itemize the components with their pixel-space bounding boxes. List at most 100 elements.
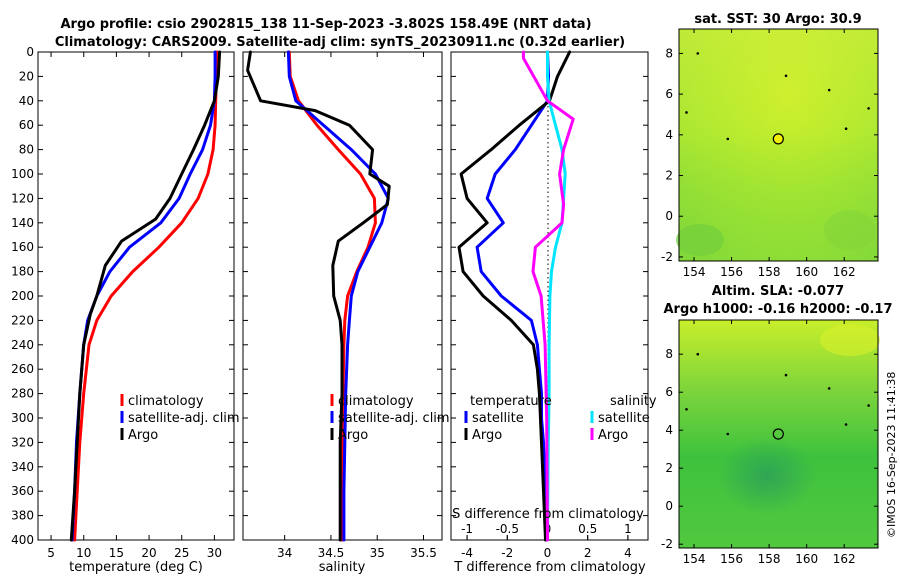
t-difference-xlabel: T difference from climatology: [453, 560, 646, 575]
depth-tick-label: 100: [11, 167, 34, 181]
depth-tick-label: 120: [11, 191, 34, 205]
sla-map-title-line1: Altim. SLA: -0.077: [712, 284, 844, 299]
legend-sal-satellite-label: satellite: [598, 411, 650, 426]
map-y-tick-label: 4: [665, 128, 673, 142]
legend-satellite-label: satellite-adj. clim: [338, 411, 450, 426]
legend-sal-argo-label: Argo: [598, 428, 628, 443]
island-marker: [844, 423, 848, 426]
temperature-tick-label: 10: [76, 546, 91, 560]
map-y-tick-label: 8: [665, 46, 673, 60]
depth-tick-label: 200: [11, 289, 34, 303]
temperature-plot: 0 20 40 60 80 100 120 140 160 180 200 220 240 260 280 3…: [11, 45, 234, 560]
map-x-tick-label: 154: [683, 265, 706, 279]
map-y-tick-label: 2: [665, 461, 673, 475]
t-difference-tick-label: 0: [544, 546, 552, 560]
salinity-tick-label: 34: [277, 546, 292, 560]
t-difference-tick-label: -2: [501, 546, 513, 560]
island-marker: [696, 352, 700, 356]
t-difference-tick-label: 4: [624, 546, 632, 560]
sst-cool-patch: [676, 224, 724, 256]
island-marker: [685, 111, 688, 114]
depth-tick-label: 180: [11, 265, 34, 279]
temperature-legend: climatology satellite-adj. clim Argo: [120, 394, 240, 443]
legend-argo-label: Argo: [128, 428, 158, 443]
map-y-tick-label: 0: [665, 209, 673, 223]
series-temperature-argo: [457, 50, 572, 542]
salinity-tick-label: 35: [370, 546, 385, 560]
sla-map-overlay: 154 156 158 160 162 -2 0 2 4 6 8: [661, 320, 878, 566]
depth-tick-label: 340: [11, 460, 34, 474]
depth-tick-label: 20: [19, 69, 34, 83]
legend-temp-satellite-label: satellite: [472, 411, 524, 426]
map-x-tick-label: 162: [833, 552, 856, 566]
island-marker: [726, 137, 730, 141]
sst-cool-patch: [824, 210, 876, 250]
sst-map-frame: [678, 28, 879, 262]
sst-map: [676, 28, 879, 262]
map-y-tick-label: -2: [661, 537, 673, 551]
legend-salinity-title: salinity: [610, 394, 657, 409]
sst-map-title: sat. SST: 30 Argo: 30.9: [694, 12, 861, 27]
salinity-tick-label: 35.5: [410, 546, 437, 560]
depth-tick-label: 360: [11, 484, 34, 498]
s-difference-tick-label: 0.5: [578, 522, 597, 536]
island-marker: [844, 127, 848, 131]
map-y-tick-label: 8: [665, 347, 673, 361]
legend-temperature-title: temperature: [470, 394, 552, 409]
salinity-plot: 34 34.5 35 35.5: [243, 50, 442, 560]
map-y-tick-label: 6: [665, 385, 673, 399]
temperature-tick-label: 25: [174, 546, 189, 560]
t-difference-tick-label: -4: [461, 546, 473, 560]
island-marker: [784, 74, 788, 78]
salinity-tick-label: 34.5: [318, 546, 345, 560]
map-y-tick-label: 0: [665, 499, 673, 513]
series-satellite-adj-clim: [286, 50, 390, 542]
map-y-tick-label: -2: [661, 250, 673, 264]
depth-tick-label: 60: [19, 118, 34, 132]
sst-map-overlay: 154 156 158 160 162 -2 0 2 4 6 8: [661, 29, 878, 279]
island-marker: [696, 52, 700, 55]
map-x-tick-label: 160: [795, 265, 818, 279]
difference-plot: -4 -2 0 2 4-1 -0.5 0 0.5 1: [451, 50, 648, 560]
island-marker: [867, 107, 870, 110]
figure-title-line1: Argo profile: csio 2902815_138 11-Sep-20…: [60, 17, 591, 32]
series-salinity-argo: [521, 50, 575, 542]
temperature-tick-label: 30: [207, 546, 222, 560]
depth-tick-label: 240: [11, 338, 34, 352]
map-x-tick-label: 156: [720, 265, 743, 279]
legend-temp-argo-label: Argo: [472, 428, 502, 443]
island-marker: [685, 408, 688, 411]
depth-tick-label: 80: [19, 143, 34, 157]
series-argo: [246, 50, 391, 542]
map-x-tick-label: 158: [758, 552, 781, 566]
sla-low-patch: [690, 415, 830, 525]
sla-map-title-line2: Argo h1000: -0.16 h2000: -0.17: [663, 302, 892, 317]
depth-tick-label: 40: [19, 94, 34, 108]
map-x-tick-label: 162: [833, 265, 856, 279]
map-x-tick-label: 160: [795, 552, 818, 566]
s-difference-tick-label: -0.5: [496, 522, 519, 536]
salinity-legend: climatology satellite-adj. clim Argo: [330, 394, 450, 443]
depth-tick-label: 400: [11, 533, 34, 547]
map-y-tick-label: 6: [665, 87, 673, 101]
sla-map-frame: [678, 319, 879, 549]
s-difference-tick-label: -1: [461, 522, 473, 536]
sla-high-patch: [820, 324, 880, 356]
depth-tick-label: 140: [11, 216, 34, 230]
island-marker: [726, 432, 730, 436]
island-marker: [784, 373, 788, 377]
legend-climatology-label: climatology: [338, 394, 414, 409]
depth-tick-label: 300: [11, 411, 34, 425]
temperature-xlabel: temperature (deg C): [69, 560, 203, 575]
series-climatology: [287, 50, 377, 542]
depth-tick-label: 220: [11, 313, 34, 327]
island-marker: [827, 387, 831, 390]
map-y-tick-label: 4: [665, 423, 673, 437]
temperature-tick-label: 20: [141, 546, 156, 560]
legend-satellite-label: satellite-adj. clim: [128, 411, 240, 426]
legend-argo-label: Argo: [338, 428, 368, 443]
depth-tick-label: 320: [11, 435, 34, 449]
map-x-tick-label: 158: [758, 265, 781, 279]
depth-tick-label: 260: [11, 362, 34, 376]
